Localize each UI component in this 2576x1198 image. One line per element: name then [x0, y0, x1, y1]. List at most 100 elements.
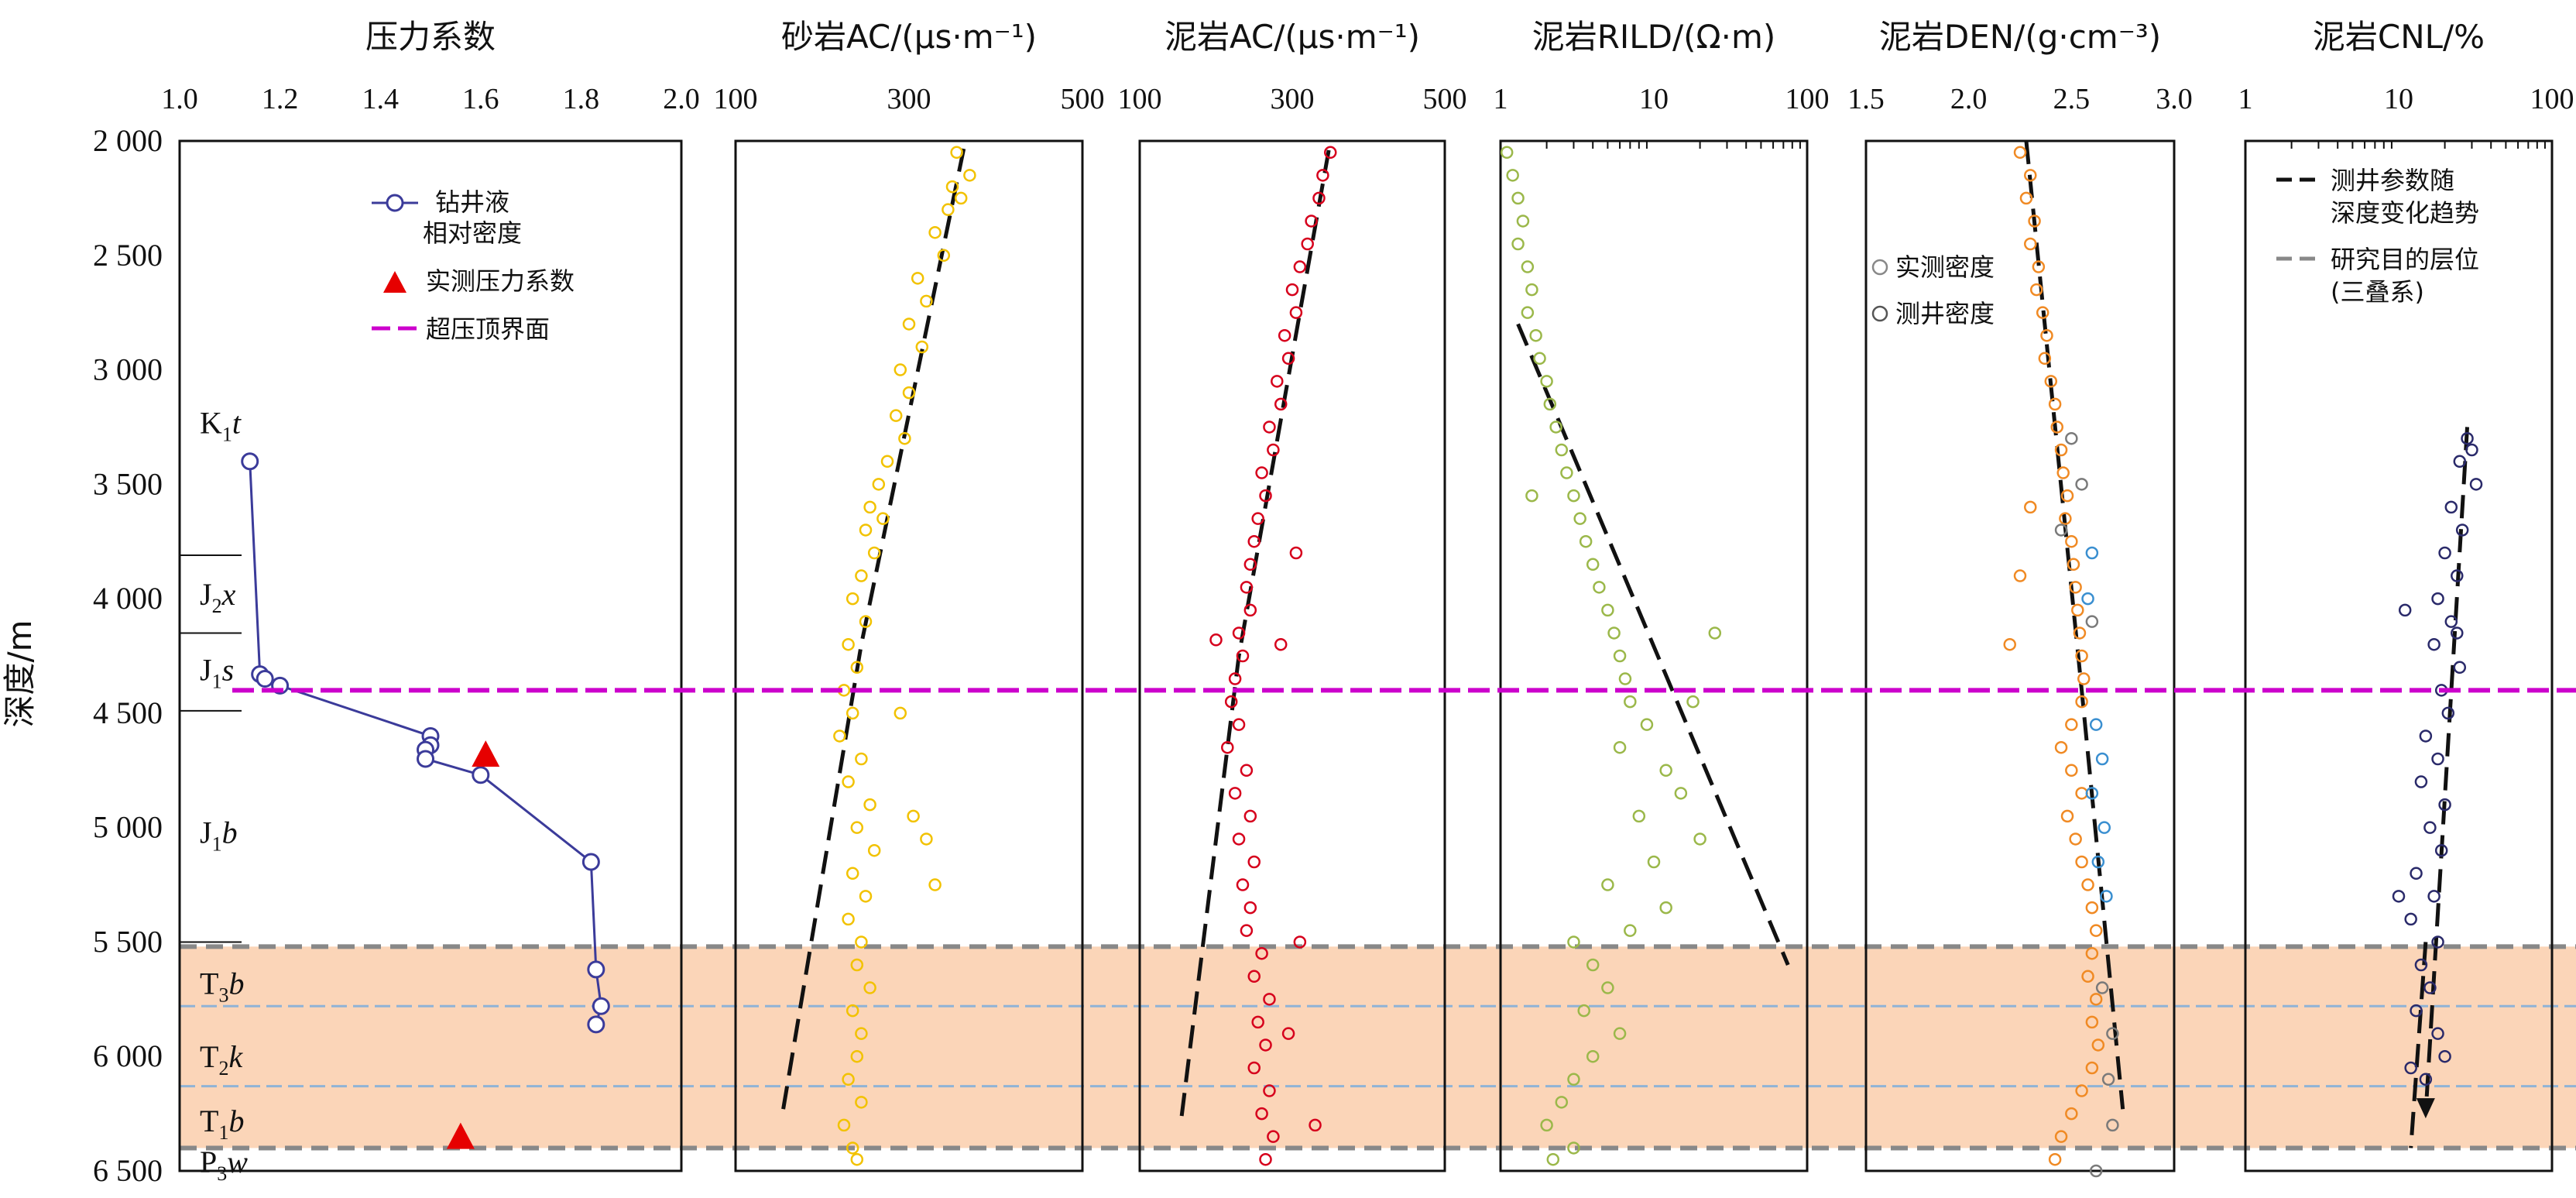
data-point — [2451, 569, 2464, 582]
data-point — [2054, 1130, 2068, 1143]
x-tick-label-1-1: 300 — [887, 83, 931, 115]
data-point — [1543, 397, 1557, 411]
data-point — [2427, 890, 2441, 903]
trend-arrow-head — [2416, 1098, 2435, 1119]
data-point — [842, 912, 855, 926]
data-point — [872, 478, 886, 491]
data-point — [1263, 421, 1276, 434]
data-point — [2013, 146, 2027, 160]
data-point-measured — [2095, 981, 2109, 994]
data-point — [1573, 512, 1586, 525]
data-point — [2438, 798, 2451, 812]
data-point — [1555, 443, 1569, 457]
data-point — [1281, 352, 1295, 366]
data-point — [1618, 672, 1632, 685]
data-point — [1693, 832, 1706, 846]
depth-axis-label: 深度/m — [1, 620, 39, 727]
data-point — [1613, 740, 1627, 754]
data-point — [1236, 649, 1250, 663]
panel-frame-0 — [178, 139, 683, 1172]
strata-label-4: T3b — [200, 966, 244, 1007]
strata-subscript: 3 — [218, 984, 228, 1007]
data-point-measured — [2106, 1118, 2119, 1132]
x-tick-label-0-0: 1.0 — [161, 83, 198, 115]
strata-italic: k — [228, 1039, 243, 1074]
data-point — [2091, 1038, 2105, 1052]
data-point — [1232, 626, 1246, 640]
data-point — [1540, 1118, 1553, 1132]
data-point — [2453, 661, 2467, 675]
x-tick-label-5-2: 100 — [2530, 83, 2574, 115]
trend-line-1 — [781, 140, 968, 1110]
data-point — [859, 615, 873, 628]
data-point — [2431, 592, 2444, 606]
data-point — [842, 775, 855, 788]
data-point — [1309, 1118, 1322, 1132]
data-point — [2048, 397, 2062, 411]
depth-tick-label-0: 2 000 — [93, 123, 163, 158]
data-point — [2065, 718, 2078, 731]
x-tick-label-4-3: 3.0 — [2156, 83, 2193, 115]
data-point-measured — [2101, 1073, 2115, 1086]
panel-title-3: 泥岩RILD/(Ω·m) — [1532, 18, 1776, 56]
data-point — [1324, 146, 1337, 160]
x-tick-label-1-0: 100 — [714, 83, 758, 115]
data-point — [1247, 534, 1261, 548]
data-point-log — [2085, 787, 2099, 800]
data-point — [1243, 558, 1257, 572]
data-point — [2081, 970, 2094, 983]
x-tick-label-2-1: 300 — [1271, 83, 1315, 115]
strata-symbol: J — [200, 653, 212, 688]
data-point-log — [2100, 890, 2113, 903]
legend-text: 研究目的层位 — [2331, 245, 2479, 274]
data-point — [1243, 809, 1257, 823]
data-point — [889, 409, 903, 422]
data-point — [2013, 569, 2027, 582]
data-point — [2060, 489, 2074, 503]
trend-line-5 — [2423, 427, 2470, 1114]
data-point — [2069, 832, 2082, 846]
strata-symbol: T — [200, 1039, 218, 1074]
legend-text: 深度变化趋势 — [2331, 198, 2479, 228]
x-tick-label-2-2: 500 — [1423, 83, 1467, 115]
x-tick-label-0-3: 1.6 — [462, 83, 499, 115]
data-point — [2441, 706, 2455, 720]
data-point — [1289, 546, 1303, 560]
data-point — [2434, 843, 2448, 857]
x-tick-label-4-1: 2.0 — [1950, 83, 1988, 115]
data-point — [2019, 191, 2033, 205]
data-point — [1525, 489, 1538, 503]
data-point — [2075, 787, 2088, 800]
data-point — [842, 1073, 855, 1086]
data-point — [2427, 637, 2441, 651]
data-point — [2075, 649, 2088, 663]
data-point — [1659, 901, 1672, 915]
data-point — [2073, 626, 2087, 640]
depth-tick-label-2: 3 000 — [93, 352, 163, 387]
data-point — [928, 225, 942, 239]
data-point — [2404, 912, 2417, 926]
data-point — [2423, 981, 2437, 994]
data-point — [907, 809, 920, 823]
data-point — [2414, 958, 2428, 972]
x-tick-label-0-5: 2.0 — [663, 83, 700, 115]
data-point — [898, 431, 911, 445]
data-point — [1305, 215, 1318, 228]
data-point — [2050, 421, 2064, 434]
data-point — [915, 340, 929, 354]
trend-line-3 — [1516, 323, 1790, 966]
data-point — [1285, 283, 1299, 297]
data-point — [846, 1141, 859, 1155]
data-point — [2044, 375, 2058, 388]
data-point — [2048, 1152, 2062, 1166]
data-point — [850, 958, 864, 972]
target-zone-fill — [180, 946, 2576, 1148]
strata-label-6: T1b — [200, 1104, 244, 1144]
data-point — [2065, 764, 2078, 777]
data-point — [2036, 306, 2049, 319]
legend-text: 测井密度 — [1895, 299, 1995, 328]
data-point — [2067, 558, 2080, 572]
data-point — [1243, 901, 1257, 915]
